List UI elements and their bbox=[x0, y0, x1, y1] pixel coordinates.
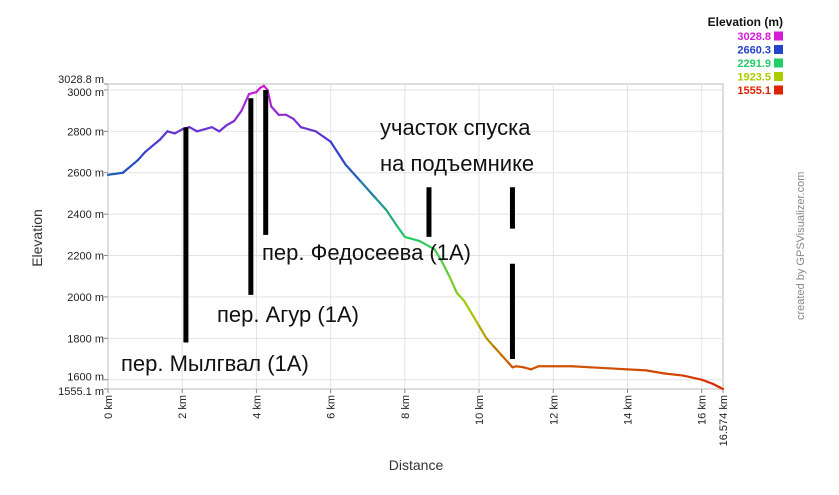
x-tick-label: 12 km bbox=[548, 395, 560, 425]
y-tick-label: 1600 m bbox=[67, 372, 104, 384]
x-tick-label: 6 km bbox=[326, 395, 338, 419]
elevation-segment bbox=[121, 159, 139, 174]
elevation-segment bbox=[711, 382, 725, 391]
x-tick-label: 16 km bbox=[697, 395, 709, 425]
elevation-segment bbox=[247, 90, 258, 96]
x-axis-title: Distance bbox=[389, 457, 444, 473]
elevation-segment bbox=[240, 92, 251, 112]
elevation-segment bbox=[470, 312, 481, 327]
legend-swatch bbox=[774, 72, 783, 81]
legend-entry-label: 2291.9 bbox=[737, 58, 771, 70]
elevation-segment bbox=[477, 324, 488, 340]
x-tick-label: 4 km bbox=[251, 395, 263, 419]
grid bbox=[107, 83, 724, 390]
legend-title: Elevation (m) bbox=[708, 15, 783, 29]
y-tick-label: 1800 m bbox=[67, 333, 104, 345]
annotation-descent-line2: на подъемнике bbox=[380, 151, 534, 176]
legend-entry-label: 3028.8 bbox=[737, 31, 771, 43]
elevation-segment bbox=[396, 225, 406, 239]
elevation-segment bbox=[644, 369, 666, 375]
elevation-segment bbox=[158, 130, 169, 141]
y-tick-label: 2200 m bbox=[67, 251, 104, 263]
y-tick-label: 3028.8 m bbox=[58, 74, 104, 86]
elevation-segment bbox=[500, 353, 510, 365]
elevation-segment bbox=[492, 345, 503, 356]
annotation-agur: пер. Агур (1А) bbox=[217, 302, 359, 327]
elevation-segment bbox=[463, 299, 473, 315]
elevation-segment bbox=[225, 119, 236, 127]
elevation-segment bbox=[210, 126, 221, 133]
elevation-segment bbox=[374, 196, 388, 212]
y-tick-label: 3000 m bbox=[67, 87, 104, 99]
x-tick-label: 10 km bbox=[474, 395, 486, 425]
elevation-segment bbox=[106, 171, 124, 176]
legend-swatch bbox=[774, 58, 783, 68]
y-tick-label: 2600 m bbox=[67, 168, 104, 180]
elevation-segment bbox=[455, 291, 466, 303]
elevation-segment bbox=[292, 117, 303, 129]
elevation-segment bbox=[448, 275, 458, 294]
elevation-segment bbox=[403, 235, 421, 243]
y-axis-title: Elevation bbox=[29, 209, 45, 267]
elevation-segment bbox=[270, 105, 280, 116]
elevation-segment bbox=[589, 366, 611, 370]
y-tick-label: 1555.1 m bbox=[58, 386, 104, 398]
legend-entry-label: 2660.3 bbox=[737, 45, 771, 57]
elevation-segment bbox=[299, 126, 317, 133]
elevation-segment bbox=[418, 239, 436, 251]
elevation-segment bbox=[433, 248, 444, 263]
y-tick-label: 2400 m bbox=[67, 209, 104, 221]
legend-entry-label: 1555.1 bbox=[737, 85, 771, 97]
elevation-segment bbox=[529, 365, 540, 371]
elevation-segment bbox=[682, 374, 703, 381]
elevation-segment bbox=[173, 128, 184, 135]
elevation-segment bbox=[195, 128, 206, 133]
credit-text: created by GPSVisualizer.com bbox=[795, 172, 807, 320]
y-axis-ticks: 1555.1 m 1600 m 1800 m 2000 m 2200 m 2400 m 26… bbox=[58, 74, 108, 398]
elevation-segment bbox=[188, 126, 199, 133]
elevation-segment bbox=[385, 208, 399, 228]
elevation-segment bbox=[329, 140, 347, 166]
elevation-segment bbox=[607, 367, 629, 371]
elevation-segment bbox=[522, 366, 533, 371]
elevation-segment bbox=[344, 163, 362, 183]
elevation-segment bbox=[485, 337, 496, 348]
y-tick-label: 2800 m bbox=[67, 126, 104, 138]
elevation-segment bbox=[700, 378, 714, 385]
elevation-segment bbox=[440, 260, 451, 278]
elevation-segment bbox=[515, 365, 525, 369]
legend-swatch bbox=[774, 85, 783, 95]
elevation-segment bbox=[314, 130, 332, 143]
x-axis-ticks: 0 km 2 km 4 km 6 km 8 km 10 km 12 km 14 km 16 km… bbox=[103, 389, 730, 446]
elevation-segment bbox=[151, 138, 162, 147]
annotation-fedoseeva: пер. Федосеева (1А) bbox=[262, 240, 471, 265]
annotation-descent-line1: участок спуска bbox=[380, 115, 531, 140]
x-tick-label: 0 km bbox=[103, 395, 115, 419]
elevation-segment bbox=[285, 113, 295, 121]
elevation-segment bbox=[626, 368, 648, 372]
x-tick-label: 2 km bbox=[177, 395, 189, 419]
annotation-mylgval: пер. Мылгвал (1А) bbox=[121, 351, 309, 376]
elevation-segment bbox=[166, 130, 176, 135]
elevation-series bbox=[106, 84, 725, 391]
elevation-segment bbox=[359, 179, 377, 199]
legend-swatch bbox=[774, 31, 783, 41]
elevation-segment bbox=[570, 365, 592, 369]
elevation-segment bbox=[233, 109, 243, 123]
legend-swatch bbox=[774, 45, 783, 54]
elevation-segment bbox=[144, 144, 154, 154]
x-tick-label: 14 km bbox=[622, 395, 634, 425]
x-tick-label: 16.574 km bbox=[718, 395, 730, 446]
elevation-segment bbox=[203, 126, 213, 131]
legend-entry-label: 1923.5 bbox=[737, 72, 771, 84]
annotation-bars bbox=[183, 89, 515, 360]
x-tick-label: 8 km bbox=[400, 395, 412, 419]
elevation-segment bbox=[136, 150, 147, 162]
elevation-segment bbox=[218, 124, 228, 133]
elevation-segment bbox=[663, 372, 685, 377]
y-tick-label: 2000 m bbox=[67, 292, 104, 304]
